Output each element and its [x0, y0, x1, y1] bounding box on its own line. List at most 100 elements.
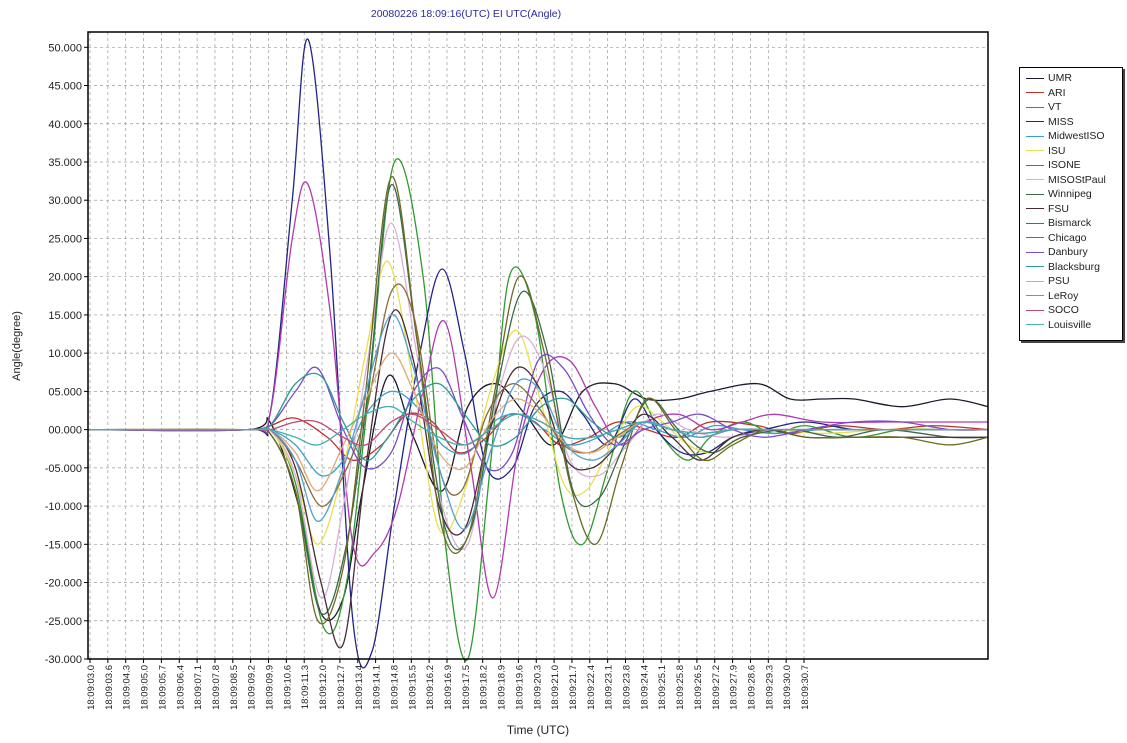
- grid-lines: [88, 32, 988, 660]
- legend-item: Chicago: [1020, 231, 1122, 246]
- x-tick-label: 18:09:12.0: [318, 665, 329, 710]
- x-tick-label: 18:09:05.0: [140, 665, 151, 710]
- y-tick-label: 10.000: [48, 348, 82, 360]
- x-tick-label: 18:09:14.1: [372, 665, 383, 710]
- x-tick-label: 18:09:23.1: [604, 665, 615, 710]
- legend-label: MISS: [1048, 115, 1074, 128]
- legend-label: Bismarck: [1048, 217, 1092, 230]
- x-tick-label: 18:09:03.6: [104, 665, 115, 710]
- y-tick-label: -20.000: [45, 578, 82, 590]
- series-line-louisville: [88, 405, 988, 446]
- series-lines: [87, 38, 989, 669]
- series-line-isone: [87, 181, 988, 599]
- series-line-vt: [88, 158, 988, 662]
- x-tick-label: 18:09:25.8: [675, 665, 686, 710]
- x-tick-label: 18:09:05.7: [157, 665, 168, 710]
- legend-swatch: [1026, 222, 1044, 224]
- legend-item: Danbury: [1020, 245, 1122, 260]
- y-tick-label: 30.000: [48, 195, 82, 207]
- x-tick-label: 18:09:06.4: [175, 665, 186, 710]
- x-tick-label: 18:09:16.2: [425, 665, 436, 710]
- legend-label: Danbury: [1048, 246, 1088, 259]
- legend-item: MISS: [1020, 115, 1122, 130]
- legend-swatch: [1026, 92, 1044, 94]
- y-tick-label: 00.000: [48, 425, 82, 437]
- x-tick-label: 18:09:28.6: [746, 665, 757, 710]
- legend-label: LeRoy: [1048, 289, 1079, 302]
- legend-item: ARI: [1020, 86, 1122, 101]
- x-tick-label: 18:09:21.7: [568, 665, 579, 710]
- legend-label: ISONE: [1048, 159, 1081, 172]
- y-axis-label: Angle(degree): [11, 311, 23, 381]
- legend-label: MISOStPaul: [1048, 173, 1106, 186]
- series-line-winnipeg: [87, 184, 989, 616]
- x-tick-label: 18:09:18.2: [479, 665, 490, 710]
- legend-swatch: [1026, 164, 1044, 166]
- x-tick-label: 18:09:30.0: [782, 665, 793, 710]
- x-tick-label: 18:09:11.3: [300, 665, 311, 709]
- legend-swatch: [1026, 280, 1044, 282]
- x-tick-label: 18:09:09.2: [247, 665, 258, 710]
- x-tick-label: 18:09:22.4: [586, 665, 597, 710]
- legend-item: SOCO: [1020, 303, 1122, 318]
- y-tick-label: -15.000: [45, 539, 82, 551]
- x-tick-label: 18:09:21.0: [550, 665, 561, 710]
- y-axis-ticks: -30.000 -25.000 -20.000 -15.000 -10.000 -05.0…: [45, 42, 88, 666]
- legend-label: SOCO: [1048, 304, 1079, 317]
- x-tick-label: 18:09:29.3: [764, 665, 775, 710]
- legend-swatch: [1026, 193, 1044, 195]
- x-tick-label: 18:09:27.2: [711, 665, 722, 710]
- x-tick-label: 18:09:03.0: [86, 665, 97, 710]
- legend-item: ISONE: [1020, 158, 1122, 173]
- legend-item: FSU: [1020, 202, 1122, 217]
- plot-frame: [87, 31, 989, 660]
- legend-item: Louisville: [1020, 318, 1122, 333]
- series-line-bismarck: [87, 176, 989, 625]
- legend-item: LeRoy: [1020, 289, 1122, 304]
- legend-swatch: [1026, 208, 1044, 210]
- x-tick-label: 18:09:17.5: [461, 665, 472, 710]
- legend-item: MISOStPaul: [1020, 173, 1122, 188]
- x-tick-label: 18:09:27.9: [729, 665, 740, 710]
- legend-label: FSU: [1048, 202, 1069, 215]
- legend-label: Blacksburg: [1048, 260, 1100, 273]
- x-tick-label: 18:09:26.5: [693, 665, 704, 710]
- chart-legend: UMR ARI VT MISS MidwestISO ISU ISONE MISOStPaul…: [1019, 67, 1123, 341]
- legend-label: MidwestISO: [1048, 130, 1105, 143]
- x-tick-label: 18:09:19.6: [514, 665, 525, 710]
- legend-label: PSU: [1048, 275, 1070, 288]
- y-tick-label: 50.000: [48, 42, 82, 54]
- y-tick-label: -25.000: [45, 616, 82, 628]
- legend-swatch: [1026, 266, 1044, 268]
- y-tick-label: -30.000: [45, 654, 82, 666]
- legend-item: MidwestISO: [1020, 129, 1122, 144]
- legend-swatch: [1026, 106, 1044, 108]
- series-line-danbury: [87, 354, 989, 472]
- x-tick-label: 18:09:14.8: [389, 665, 400, 710]
- legend-item: Blacksburg: [1020, 260, 1122, 275]
- x-tick-label: 18:09:08.5: [229, 665, 240, 710]
- y-tick-label: 45.000: [48, 81, 82, 93]
- y-tick-label: -10.000: [45, 501, 82, 513]
- x-tick-label: 18:09:30.7: [800, 665, 811, 710]
- x-tick-label: 18:09:07.8: [211, 665, 222, 710]
- x-tick-label: 18:09:16.9: [443, 665, 454, 710]
- legend-label: ISU: [1048, 144, 1066, 157]
- legend-item: UMR: [1020, 71, 1122, 86]
- legend-item: Bismarck: [1020, 216, 1122, 231]
- legend-label: Louisville: [1048, 318, 1092, 331]
- x-tick-label: 18:09:13.4: [354, 665, 365, 710]
- x-tick-label: 18:09:24.4: [639, 665, 650, 710]
- legend-swatch: [1026, 179, 1044, 181]
- y-tick-label: 05.000: [48, 386, 82, 398]
- x-tick-label: 18:09:04.3: [122, 665, 133, 710]
- legend-swatch: [1026, 121, 1044, 123]
- legend-item: VT: [1020, 100, 1122, 115]
- x-tick-label: 18:09:09.9: [265, 665, 276, 710]
- legend-swatch: [1026, 135, 1044, 137]
- legend-swatch: [1026, 77, 1044, 79]
- x-tick-label: 18:09:18.9: [497, 665, 508, 710]
- x-tick-label: 18:09:20.3: [532, 665, 543, 710]
